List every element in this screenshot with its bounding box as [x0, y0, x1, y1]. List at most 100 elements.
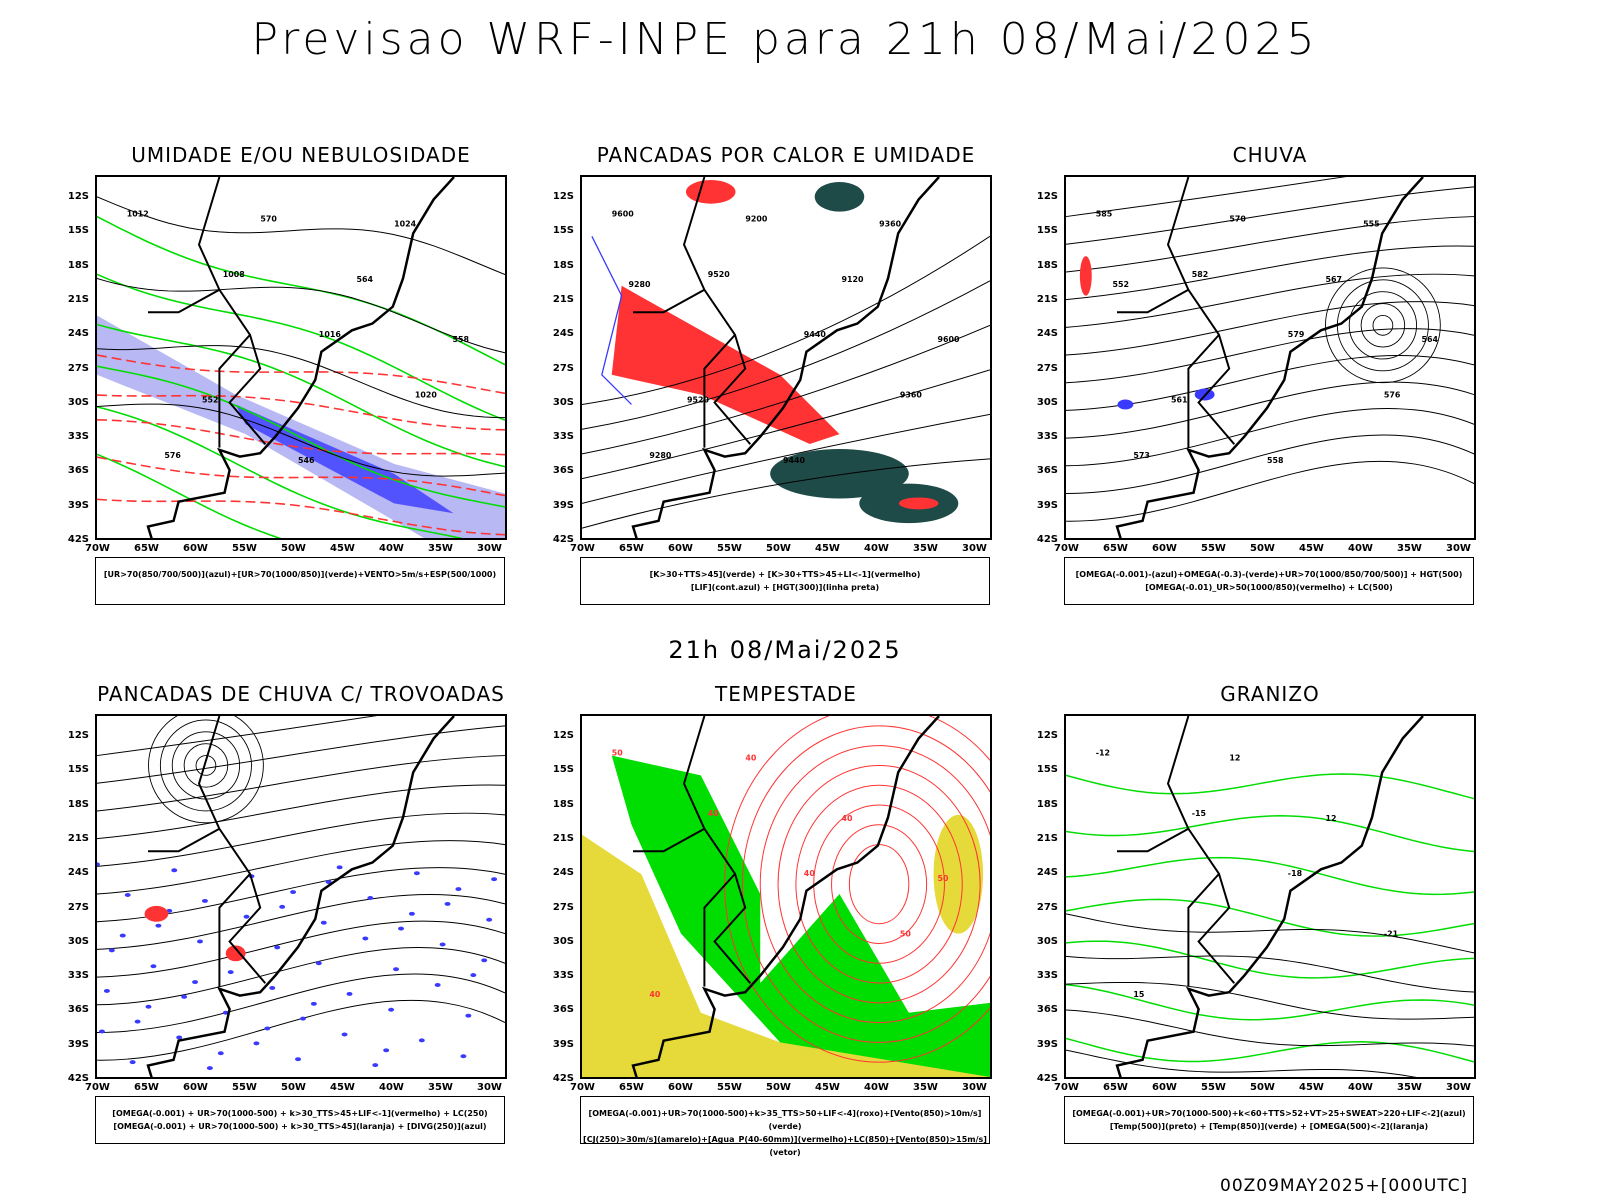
- lat-tick-label: 33S: [67, 431, 89, 443]
- lon-tick-label: 50W: [281, 1082, 306, 1093]
- lon-tick-label: 30W: [962, 543, 987, 554]
- lat-tick-label: 42S: [552, 534, 574, 545]
- lon-tick-label: 70W: [570, 543, 595, 554]
- lon-tick-label: 55W: [717, 543, 742, 554]
- lat-tick-label: 33S: [1036, 970, 1058, 982]
- lat-tick-label: 24S: [552, 867, 574, 879]
- lon-tick-label: 65W: [134, 543, 159, 554]
- lat-tick-label: 39S: [67, 499, 89, 511]
- panel-legend: [OMEGA(-0.001)-(azul)+OMEGA(-0.3)-(verde…: [1064, 557, 1474, 605]
- borders: [633, 177, 752, 448]
- lat-tick-label: 21S: [67, 832, 89, 844]
- contour-label: 50: [612, 749, 624, 758]
- contour-label: 9280: [649, 451, 672, 460]
- lat-tick-label: 42S: [552, 1073, 574, 1084]
- lat-tick-label: 24S: [552, 328, 574, 340]
- legend-line: [OMEGA(-0.001) + UR>70(1000-500) + k>30_…: [113, 1122, 487, 1131]
- lon-tick-label: 45W: [1299, 1082, 1324, 1093]
- contour-label: 9360: [900, 391, 923, 400]
- lat-tick-label: 21S: [552, 832, 574, 844]
- contour-label: 564: [356, 275, 373, 284]
- lon-tick-label: 35W: [428, 1082, 453, 1093]
- lon-tick-label: 35W: [1397, 1082, 1422, 1093]
- contour-label: 9600: [938, 335, 961, 344]
- contour-label: 9600: [612, 210, 635, 219]
- lon-tick-label: 30W: [477, 543, 502, 554]
- lat-tick-label: 18S: [1036, 259, 1058, 271]
- map-area: 9600 9520 9440 9360 9280 9200 9120 9600 9520 9440…: [580, 175, 992, 540]
- lat-tick-label: 18S: [552, 259, 574, 271]
- lat-tick-label: 18S: [67, 259, 89, 271]
- lat-tick-label: 39S: [1036, 1038, 1058, 1050]
- contour-label: 40: [649, 990, 661, 999]
- contour-label: 570: [1229, 215, 1246, 224]
- borders: [148, 177, 267, 448]
- contour-label: 585: [1096, 210, 1113, 219]
- coastline: [631, 716, 940, 1077]
- contour-label: 1024: [394, 219, 417, 228]
- map-panel-trovoadas: PANCADAS DE CHUVA C/ TROVOADAS 12S 15S 18S 2…: [68, 682, 507, 1144]
- lon-tick-label: 35W: [913, 543, 938, 554]
- lon-tick-label: 40W: [864, 543, 889, 554]
- lon-tick-label: 40W: [379, 543, 404, 554]
- contour-label: 567: [1325, 275, 1342, 284]
- contour-label: 50: [938, 874, 950, 883]
- contour-label: 558: [453, 335, 470, 344]
- lat-tick-label: 42S: [1036, 1073, 1058, 1084]
- map-panel-umidade: UMIDADE E/OU NEBULOSIDADE 1012 1008 1016 102…: [68, 143, 507, 605]
- lat-tick-label: 21S: [1036, 832, 1058, 844]
- contour-label: 40: [708, 809, 720, 818]
- panel-legend: [OMEGA(-0.001) + UR>70(1000-500) + k>30_…: [95, 1096, 505, 1144]
- lon-tick-label: 40W: [1348, 543, 1373, 554]
- lon-tick-label: 70W: [570, 1082, 595, 1093]
- panel-legend: [OMEGA(-0.001)+UR>70(1000-500)+k>35_TTS>…: [580, 1096, 990, 1157]
- lat-tick-label: 33S: [552, 970, 574, 982]
- contour-label: -15: [1192, 809, 1206, 818]
- lat-tick-label: 27S: [67, 362, 89, 374]
- lon-tick-label: 55W: [717, 1082, 742, 1093]
- lon-tick-label: 60W: [668, 1082, 693, 1093]
- lon-tick-label: 65W: [619, 543, 644, 554]
- contour-label: 40: [841, 814, 853, 823]
- contour-label: 9440: [783, 456, 806, 465]
- lat-tick-label: 15S: [1036, 225, 1058, 237]
- contour-label: 50: [900, 930, 912, 939]
- lat-tick-label: 24S: [1036, 328, 1058, 340]
- page-title: Previsao WRF-INPE para 21h 08/Mai/2025: [251, 14, 1319, 65]
- contour-label: 9120: [841, 275, 864, 284]
- lat-tick-label: 42S: [1036, 534, 1058, 545]
- lon-tick-label: 70W: [85, 1082, 110, 1093]
- contour-label: 12: [1325, 814, 1336, 823]
- lat-tick-label: 24S: [1036, 867, 1058, 879]
- panel-title: PANCADAS DE CHUVA C/ TROVOADAS: [97, 682, 505, 706]
- lon-tick-label: 30W: [1446, 1082, 1471, 1093]
- borders: [1117, 177, 1236, 448]
- lon-tick-label: 45W: [330, 1082, 355, 1093]
- panel-title: TEMPESTADE: [715, 682, 857, 706]
- lon-tick-label: 40W: [379, 1082, 404, 1093]
- contour-label: 570: [260, 215, 277, 224]
- legend-line: [CJ(250)>30m/s](amarelo)+[Agua_P(40-60mm…: [583, 1135, 987, 1157]
- lat-tick-label: 33S: [67, 970, 89, 982]
- panel-title: CHUVA: [1232, 143, 1308, 167]
- panel-legend: [OMEGA(-0.001)+UR>70(1000-500)+k<60+TTS>…: [1064, 1096, 1474, 1144]
- lat-tick-label: 15S: [67, 764, 89, 776]
- contour-label: 1008: [223, 270, 246, 279]
- lat-tick-label: 39S: [67, 1038, 89, 1050]
- lon-tick-label: 45W: [1299, 543, 1324, 554]
- map-panel-chuva: CHUVA 585 582 579 576 573 570 567 564 561 558 555 55…: [1037, 143, 1476, 605]
- lat-tick-label: 30S: [1036, 935, 1058, 947]
- instability-area: [611, 285, 840, 445]
- lon-tick-label: 70W: [1054, 1082, 1079, 1093]
- coastline: [1115, 716, 1424, 1077]
- contour-label: 576: [1384, 391, 1401, 400]
- legend-line: [K>30+TTS>45](verde) + [K>30+TTS>45+LI<-…: [649, 570, 921, 579]
- borders: [633, 716, 752, 987]
- contour-label: 12: [1229, 754, 1240, 763]
- lat-tick-label: 36S: [1036, 1004, 1058, 1016]
- lon-tick-label: 70W: [85, 543, 110, 554]
- lat-tick-label: 30S: [67, 396, 89, 408]
- map-area: [95, 714, 507, 1079]
- contour-label: 9360: [879, 219, 902, 228]
- lon-tick-label: 65W: [619, 1082, 644, 1093]
